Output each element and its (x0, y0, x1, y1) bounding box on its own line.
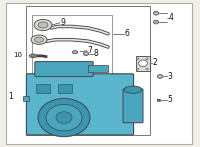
Text: 6: 6 (124, 29, 129, 38)
Circle shape (157, 75, 163, 78)
Circle shape (153, 11, 159, 15)
Circle shape (146, 58, 148, 60)
Circle shape (153, 20, 159, 24)
Text: 9: 9 (60, 18, 65, 27)
Bar (58, 84, 72, 93)
Text: 2: 2 (152, 58, 157, 67)
FancyBboxPatch shape (26, 74, 134, 135)
Text: 4: 4 (169, 13, 174, 22)
Ellipse shape (74, 51, 76, 53)
Ellipse shape (38, 22, 48, 28)
Circle shape (155, 12, 157, 14)
Circle shape (139, 60, 147, 66)
Circle shape (46, 104, 82, 131)
Ellipse shape (31, 55, 35, 57)
Circle shape (83, 52, 89, 56)
FancyBboxPatch shape (35, 62, 93, 77)
Bar (32, 15, 112, 74)
Bar (88, 65, 108, 72)
Text: 7: 7 (87, 46, 92, 55)
Circle shape (159, 76, 161, 77)
Ellipse shape (31, 35, 47, 44)
Ellipse shape (34, 19, 52, 31)
Text: 1: 1 (8, 92, 13, 101)
Text: 8: 8 (94, 49, 99, 58)
Circle shape (136, 68, 139, 70)
Ellipse shape (72, 51, 78, 54)
FancyBboxPatch shape (123, 89, 143, 123)
Text: 10: 10 (13, 52, 22, 58)
Text: 5: 5 (168, 95, 172, 105)
Circle shape (146, 68, 148, 70)
Bar (26, 6, 150, 135)
Bar (23, 96, 29, 101)
Circle shape (155, 21, 157, 23)
Circle shape (136, 58, 139, 60)
Circle shape (38, 98, 90, 137)
Circle shape (85, 53, 87, 55)
Text: 3: 3 (168, 72, 172, 81)
Ellipse shape (30, 54, 36, 58)
Ellipse shape (35, 37, 43, 42)
Circle shape (56, 112, 72, 123)
Ellipse shape (124, 86, 142, 93)
Bar (36, 84, 50, 93)
Bar (136, 56, 150, 71)
